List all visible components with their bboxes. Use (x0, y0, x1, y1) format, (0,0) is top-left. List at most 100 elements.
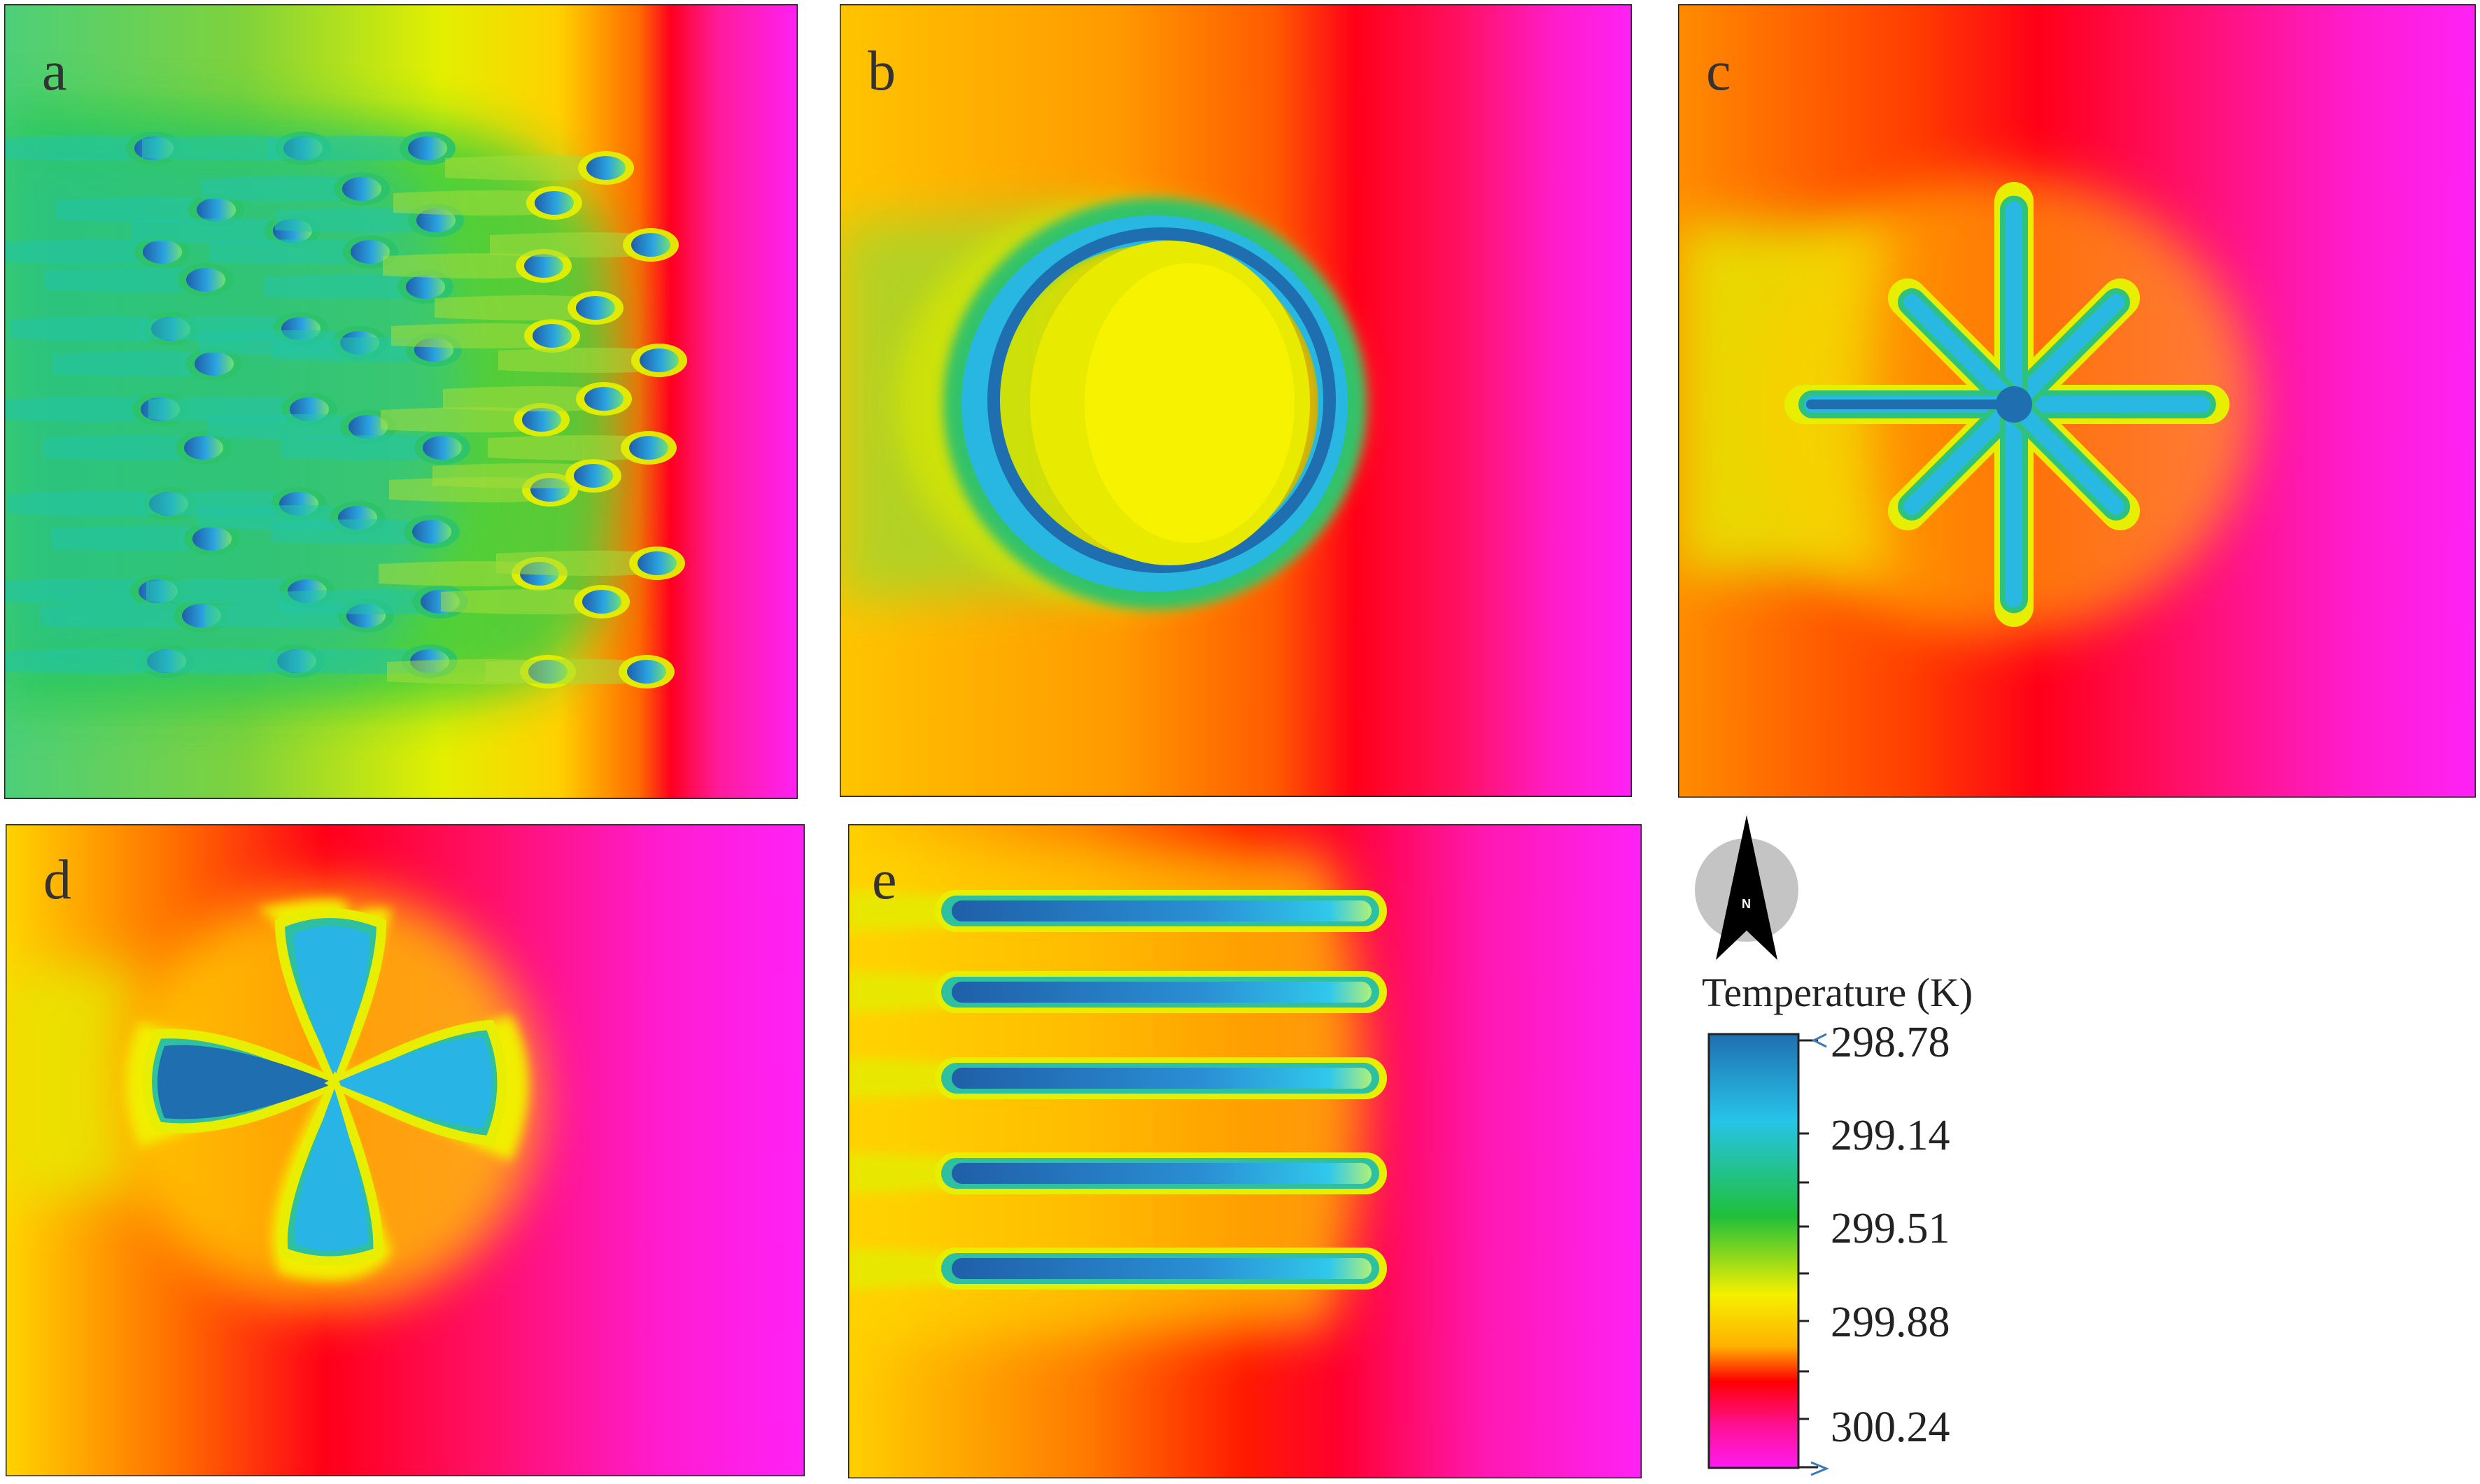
star-arm (1903, 294, 2022, 413)
panel-b: b (840, 4, 1632, 797)
legend-title: Temperature (K) (1702, 970, 1973, 1015)
droplet-wake (4, 136, 154, 161)
color-legend: Temperature (K) 298.78 299.14 299.51 299… (1702, 970, 1973, 1476)
droplet-wake (8, 491, 169, 516)
droplet (576, 296, 615, 320)
droplet (186, 268, 225, 292)
bar-array (848, 890, 1387, 1289)
droplet (586, 156, 626, 180)
droplet-wake (281, 435, 442, 460)
droplet-wake (488, 435, 649, 460)
droplet (637, 551, 677, 575)
cross-pattern (126, 899, 528, 1280)
legend-tick-label: 299.88 (1831, 1299, 1950, 1346)
droplet-wake (4, 239, 162, 264)
panel-label-d: d (43, 849, 71, 911)
legend-tick-label: 299.14 (1831, 1112, 1950, 1159)
droplet (582, 590, 621, 614)
droplet-wake (381, 407, 542, 432)
droplet (197, 198, 236, 222)
droplet-wake (490, 232, 651, 257)
droplet (412, 520, 451, 544)
droplet-wake (271, 519, 432, 544)
legend-lower-arrow-icon (1810, 1461, 1829, 1476)
legend-upper-arrow-icon (1811, 1033, 1827, 1048)
droplet-wake (146, 579, 307, 604)
droplet-wake (498, 348, 659, 373)
droplet (584, 387, 623, 411)
droplet (535, 191, 574, 215)
panel-d: d (6, 824, 805, 1476)
droplet (408, 136, 447, 160)
droplet-wake (265, 274, 425, 299)
droplet-wake (209, 239, 370, 264)
droplet-wake (6, 649, 167, 674)
droplet (195, 352, 234, 376)
droplet-wake (43, 435, 204, 460)
droplet-wake (136, 649, 297, 674)
droplet (574, 464, 613, 488)
droplet (631, 233, 670, 257)
bar (952, 982, 1372, 1003)
north-arrow-icon: N (1695, 815, 1798, 960)
droplet (627, 660, 666, 684)
droplet-wake (445, 155, 606, 181)
droplet-wake (432, 463, 593, 488)
droplet (351, 240, 390, 264)
panel-label-c: c (1706, 41, 1731, 102)
star-arm (2006, 396, 2125, 515)
bar (952, 1068, 1372, 1089)
droplet-wake (51, 526, 212, 551)
droplet-wake (435, 295, 596, 320)
droplet-wake (267, 136, 428, 161)
droplet-wake (201, 176, 362, 202)
droplet (143, 240, 182, 264)
droplet (524, 254, 563, 278)
droplet (629, 436, 668, 460)
droplet-wake (4, 579, 158, 604)
droplet (533, 324, 572, 348)
legend-tick-label: 300.24 (1831, 1404, 1950, 1451)
bar-wake (848, 1057, 952, 1099)
droplet-wake (393, 190, 554, 215)
panel-c: c (1678, 4, 2476, 798)
droplet-wake (496, 551, 657, 576)
droplet (640, 348, 679, 372)
droplet-wake (4, 397, 160, 422)
star-pattern (1784, 182, 2229, 627)
bar-wake (848, 890, 952, 932)
legend-tick-label: 299.51 (1831, 1205, 1950, 1252)
dot-array (4, 132, 687, 688)
droplet (406, 275, 445, 299)
bar (952, 1163, 1372, 1184)
droplet-wake (443, 386, 604, 411)
droplet (348, 415, 388, 439)
panel-e: e (848, 824, 1642, 1478)
bar (952, 1258, 1372, 1279)
droplet-wake (207, 414, 368, 439)
droplet (342, 177, 381, 201)
panel-a: a (4, 4, 798, 799)
star-arm (1903, 396, 2022, 515)
bar-wake (848, 1152, 952, 1194)
star-arm (2006, 294, 2125, 413)
legend-colorbar (1707, 1033, 1800, 1469)
droplet-wake (142, 136, 303, 161)
bar-wake (848, 971, 952, 1013)
droplet-wake (383, 253, 544, 278)
north-letter: N (1742, 897, 1751, 911)
droplet-wake (391, 323, 552, 348)
ring-pattern (943, 198, 1366, 609)
droplet-wake (55, 197, 216, 222)
droplet-wake (441, 589, 602, 614)
droplet-wake (41, 603, 202, 628)
droplet (423, 436, 462, 460)
droplet-wake (53, 351, 214, 376)
droplet-wake (132, 218, 293, 243)
droplet-wake (10, 316, 171, 341)
droplet-wake (486, 659, 647, 684)
droplet-wake (45, 267, 206, 292)
legend-tick-label: 298.78 (1831, 1019, 1950, 1066)
droplet-wake (279, 589, 440, 614)
